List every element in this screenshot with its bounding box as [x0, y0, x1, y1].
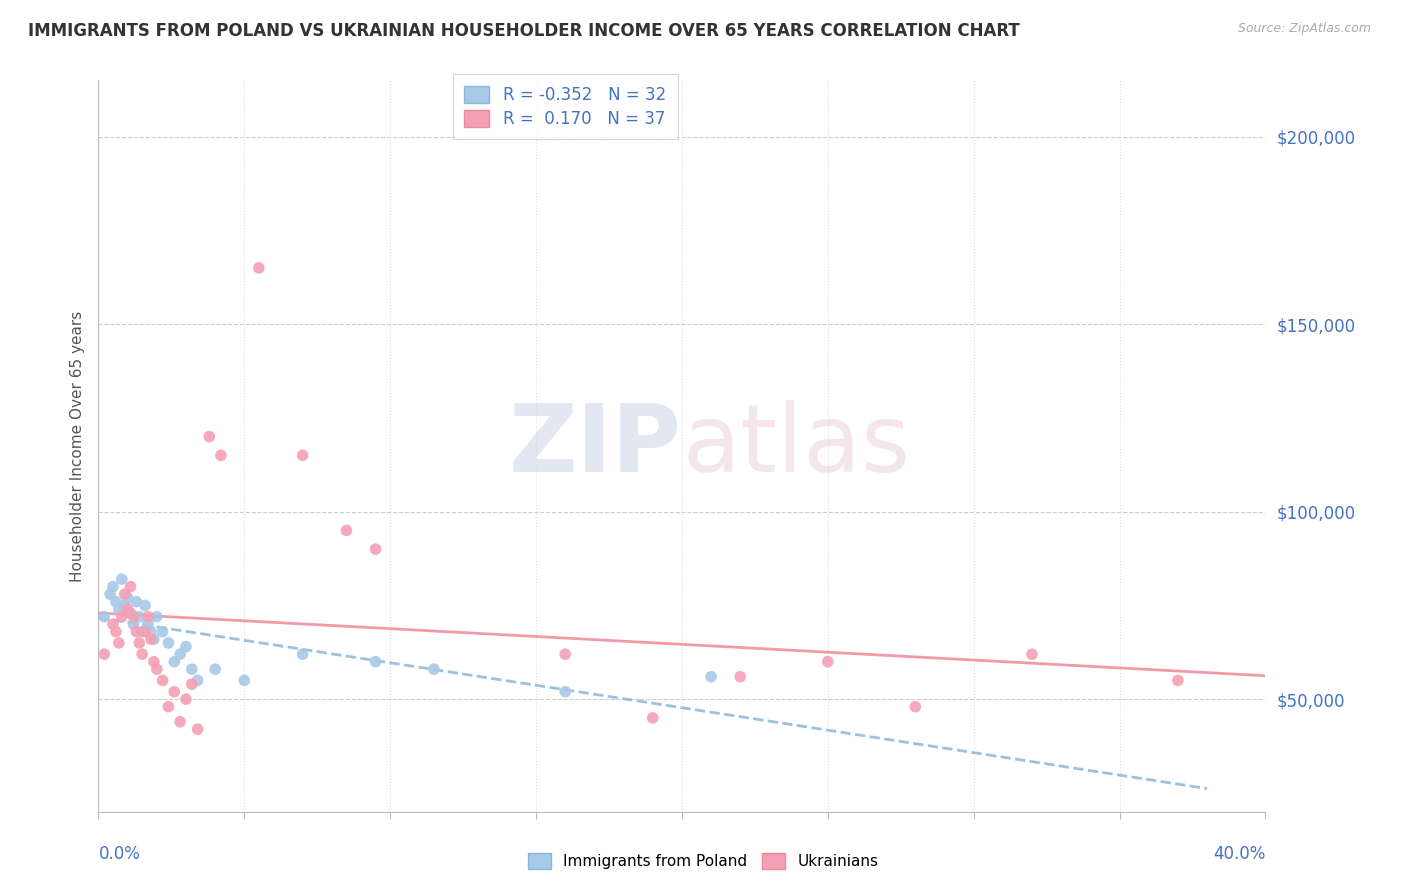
- Text: IMMIGRANTS FROM POLAND VS UKRAINIAN HOUSEHOLDER INCOME OVER 65 YEARS CORRELATION: IMMIGRANTS FROM POLAND VS UKRAINIAN HOUS…: [28, 22, 1019, 40]
- Point: [128, 609, 150, 624]
- Point: [247, 260, 270, 275]
- Point: [139, 632, 162, 647]
- Point: [98, 587, 121, 601]
- Y-axis label: Householder Income Over 65 years: Householder Income Over 65 years: [69, 310, 84, 582]
- Point: [108, 636, 131, 650]
- Point: [1021, 647, 1043, 661]
- Point: [174, 692, 197, 706]
- Point: [114, 599, 136, 613]
- Text: 40.0%: 40.0%: [1213, 845, 1265, 863]
- Text: Source: ZipAtlas.com: Source: ZipAtlas.com: [1237, 22, 1371, 36]
- Point: [104, 624, 127, 639]
- Point: [131, 624, 153, 639]
- Point: [554, 684, 576, 698]
- Text: 0.0%: 0.0%: [98, 845, 141, 863]
- Point: [136, 617, 159, 632]
- Point: [131, 647, 153, 661]
- Point: [152, 624, 174, 639]
- Point: [139, 624, 162, 639]
- Legend: Immigrants from Poland, Ukrainians: Immigrants from Poland, Ukrainians: [522, 847, 884, 875]
- Point: [101, 617, 124, 632]
- Point: [169, 714, 191, 729]
- Point: [142, 632, 165, 647]
- Point: [142, 655, 165, 669]
- Point: [554, 647, 576, 661]
- Point: [146, 609, 169, 624]
- Point: [641, 711, 664, 725]
- Point: [730, 670, 752, 684]
- Point: [111, 572, 134, 586]
- Point: [108, 602, 131, 616]
- Text: atlas: atlas: [682, 400, 910, 492]
- Point: [104, 595, 127, 609]
- Point: [163, 655, 186, 669]
- Point: [152, 673, 174, 688]
- Point: [817, 655, 839, 669]
- Point: [114, 587, 136, 601]
- Point: [101, 580, 124, 594]
- Point: [291, 449, 314, 463]
- Point: [335, 524, 357, 538]
- Point: [136, 609, 159, 624]
- Point: [157, 699, 180, 714]
- Point: [364, 655, 387, 669]
- Point: [125, 624, 148, 639]
- Point: [904, 699, 927, 714]
- Point: [134, 624, 156, 639]
- Text: ZIP: ZIP: [509, 400, 682, 492]
- Legend: R = -0.352   N = 32, R =  0.170   N = 37: R = -0.352 N = 32, R = 0.170 N = 37: [453, 74, 678, 139]
- Point: [187, 722, 209, 736]
- Point: [128, 636, 150, 650]
- Point: [1167, 673, 1189, 688]
- Point: [122, 617, 145, 632]
- Point: [198, 429, 221, 443]
- Point: [364, 542, 387, 557]
- Point: [146, 662, 169, 676]
- Point: [180, 677, 202, 691]
- Point: [117, 591, 139, 605]
- Point: [700, 670, 723, 684]
- Point: [291, 647, 314, 661]
- Point: [125, 595, 148, 609]
- Point: [117, 602, 139, 616]
- Point: [111, 609, 134, 624]
- Point: [174, 640, 197, 654]
- Point: [423, 662, 446, 676]
- Point: [187, 673, 209, 688]
- Point: [233, 673, 256, 688]
- Point: [180, 662, 202, 676]
- Point: [122, 609, 145, 624]
- Point: [209, 449, 232, 463]
- Point: [157, 636, 180, 650]
- Point: [120, 606, 142, 620]
- Point: [120, 580, 142, 594]
- Point: [169, 647, 191, 661]
- Point: [93, 647, 115, 661]
- Point: [204, 662, 226, 676]
- Point: [134, 599, 156, 613]
- Point: [163, 684, 186, 698]
- Point: [93, 609, 115, 624]
